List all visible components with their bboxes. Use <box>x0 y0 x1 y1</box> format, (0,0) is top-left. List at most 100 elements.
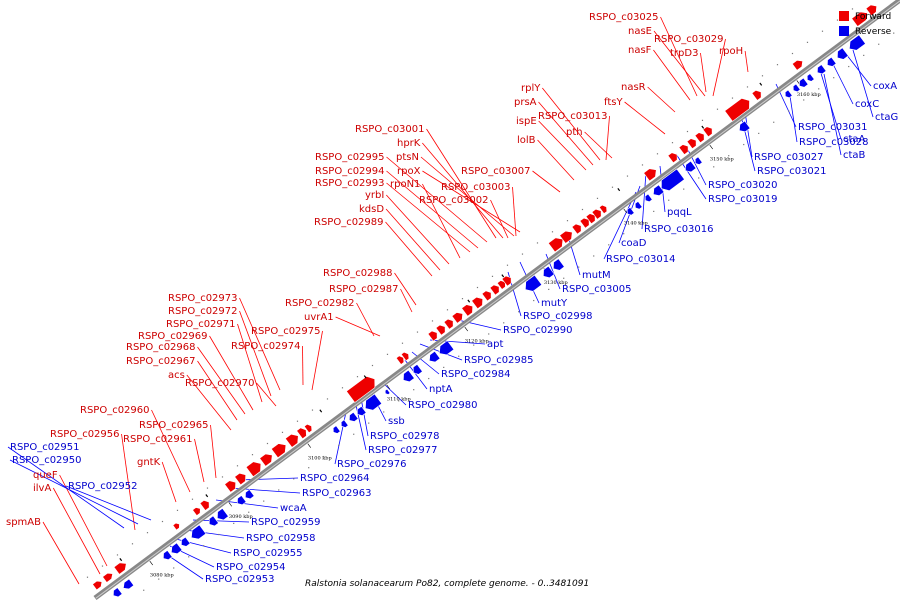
gene-label: RSPO_c02968 <box>126 342 196 353</box>
dot <box>668 199 670 201</box>
gene-features <box>92 4 877 598</box>
genome-backbone <box>93 0 900 600</box>
feature-mark <box>617 188 621 192</box>
leader-line <box>360 397 369 437</box>
forward-gene <box>284 433 299 448</box>
gene-label: RSPO_c02961 <box>123 434 193 445</box>
gene-label: acs <box>168 370 185 381</box>
dot <box>878 43 880 45</box>
dot <box>728 155 730 157</box>
dot <box>251 454 254 456</box>
gene-label: RSPO_c02969 <box>138 331 208 342</box>
forward-gene <box>245 461 262 478</box>
reverse-gene <box>661 168 685 192</box>
leader-line <box>165 553 204 580</box>
gene-label: RSPO_c03002 <box>419 195 489 206</box>
reverse-gene <box>245 489 255 500</box>
dot <box>701 119 704 121</box>
dot <box>248 511 250 513</box>
feature-mark <box>363 375 367 379</box>
feature-mark <box>205 494 209 498</box>
dot <box>698 177 700 179</box>
forward-gene <box>724 98 750 122</box>
forward-gene <box>192 507 201 517</box>
dot <box>578 266 580 268</box>
forward-gene <box>259 453 273 467</box>
leader-line <box>386 170 479 249</box>
leader-line <box>832 63 854 105</box>
gene-label: RSPO_c03025 <box>589 12 659 23</box>
dot <box>398 400 400 402</box>
gene-label: RSPO_c02964 <box>300 473 370 484</box>
dot <box>458 355 460 357</box>
dot <box>548 288 550 291</box>
forward-gene <box>791 59 804 71</box>
reverse-gene <box>217 507 229 521</box>
gene-label: rplY <box>521 83 541 94</box>
leader-line <box>237 477 299 481</box>
leader-line <box>194 438 205 483</box>
leader-line <box>311 330 323 391</box>
leader-line <box>422 183 461 259</box>
leader-line <box>420 156 515 237</box>
gene-label: hprK <box>397 138 421 149</box>
reverse-gene <box>191 524 207 540</box>
gene-label: RSPO_c03001 <box>355 124 425 135</box>
gene-label: ssb <box>388 416 405 427</box>
leader-line <box>386 194 450 265</box>
map-caption: Ralstonia solanacearum Po82, complete ge… <box>305 579 589 589</box>
gene-label: ctaA <box>843 134 866 145</box>
dot <box>263 500 265 502</box>
gene-label: apt <box>487 339 503 350</box>
dot <box>641 164 644 166</box>
leader-line <box>411 351 440 375</box>
dot <box>161 520 164 523</box>
dot <box>323 455 325 458</box>
dot <box>206 487 209 489</box>
forward-gene <box>547 237 564 253</box>
reverse-gene <box>412 363 423 375</box>
legend-reverse-label: Reverse <box>855 27 892 37</box>
forward-gene <box>296 427 307 440</box>
feature-mark <box>119 557 123 562</box>
gene-label: trpD3 <box>670 48 698 59</box>
dot <box>188 556 190 558</box>
dot <box>293 478 295 480</box>
gene-label: RSPO_c02952 <box>68 481 138 492</box>
forward-gene <box>501 275 512 287</box>
tick-label: 3150 kbp <box>710 157 734 163</box>
dot <box>551 231 554 233</box>
dot <box>191 498 194 500</box>
leader-line <box>490 199 509 239</box>
gene-label: ctaB <box>843 150 866 161</box>
dot <box>503 322 505 324</box>
gene-label: RSPO_c02960 <box>80 405 150 416</box>
dot <box>596 197 599 199</box>
gene-label: rpoN1 <box>390 179 420 190</box>
leader-line <box>42 521 80 585</box>
dot <box>278 489 280 491</box>
tick-mark <box>386 384 391 390</box>
gene-label: RSPO_c02995 <box>315 152 385 163</box>
dot <box>218 533 220 536</box>
dot <box>176 509 179 511</box>
dot <box>116 554 119 556</box>
leader-line <box>532 170 561 193</box>
gene-label: RSPO_c02973 <box>168 293 238 304</box>
reverse-gene <box>439 340 455 356</box>
gene-label: RSPO_c03014 <box>606 254 676 265</box>
leader-line <box>647 86 676 113</box>
leader-line <box>385 208 441 271</box>
dot <box>233 522 235 525</box>
reverse-gene <box>817 64 827 75</box>
leader-line <box>256 382 277 407</box>
leader-line <box>641 171 647 230</box>
dot <box>716 108 719 110</box>
gene-label: RSPO_c02998 <box>523 311 593 322</box>
gene-label: nasE <box>628 26 652 37</box>
gene-label: kdsD <box>359 204 384 215</box>
gene-label: RSPO_c02967 <box>126 356 196 367</box>
forward-gene <box>270 443 287 459</box>
forward-gene <box>346 376 376 403</box>
dot <box>401 342 404 344</box>
